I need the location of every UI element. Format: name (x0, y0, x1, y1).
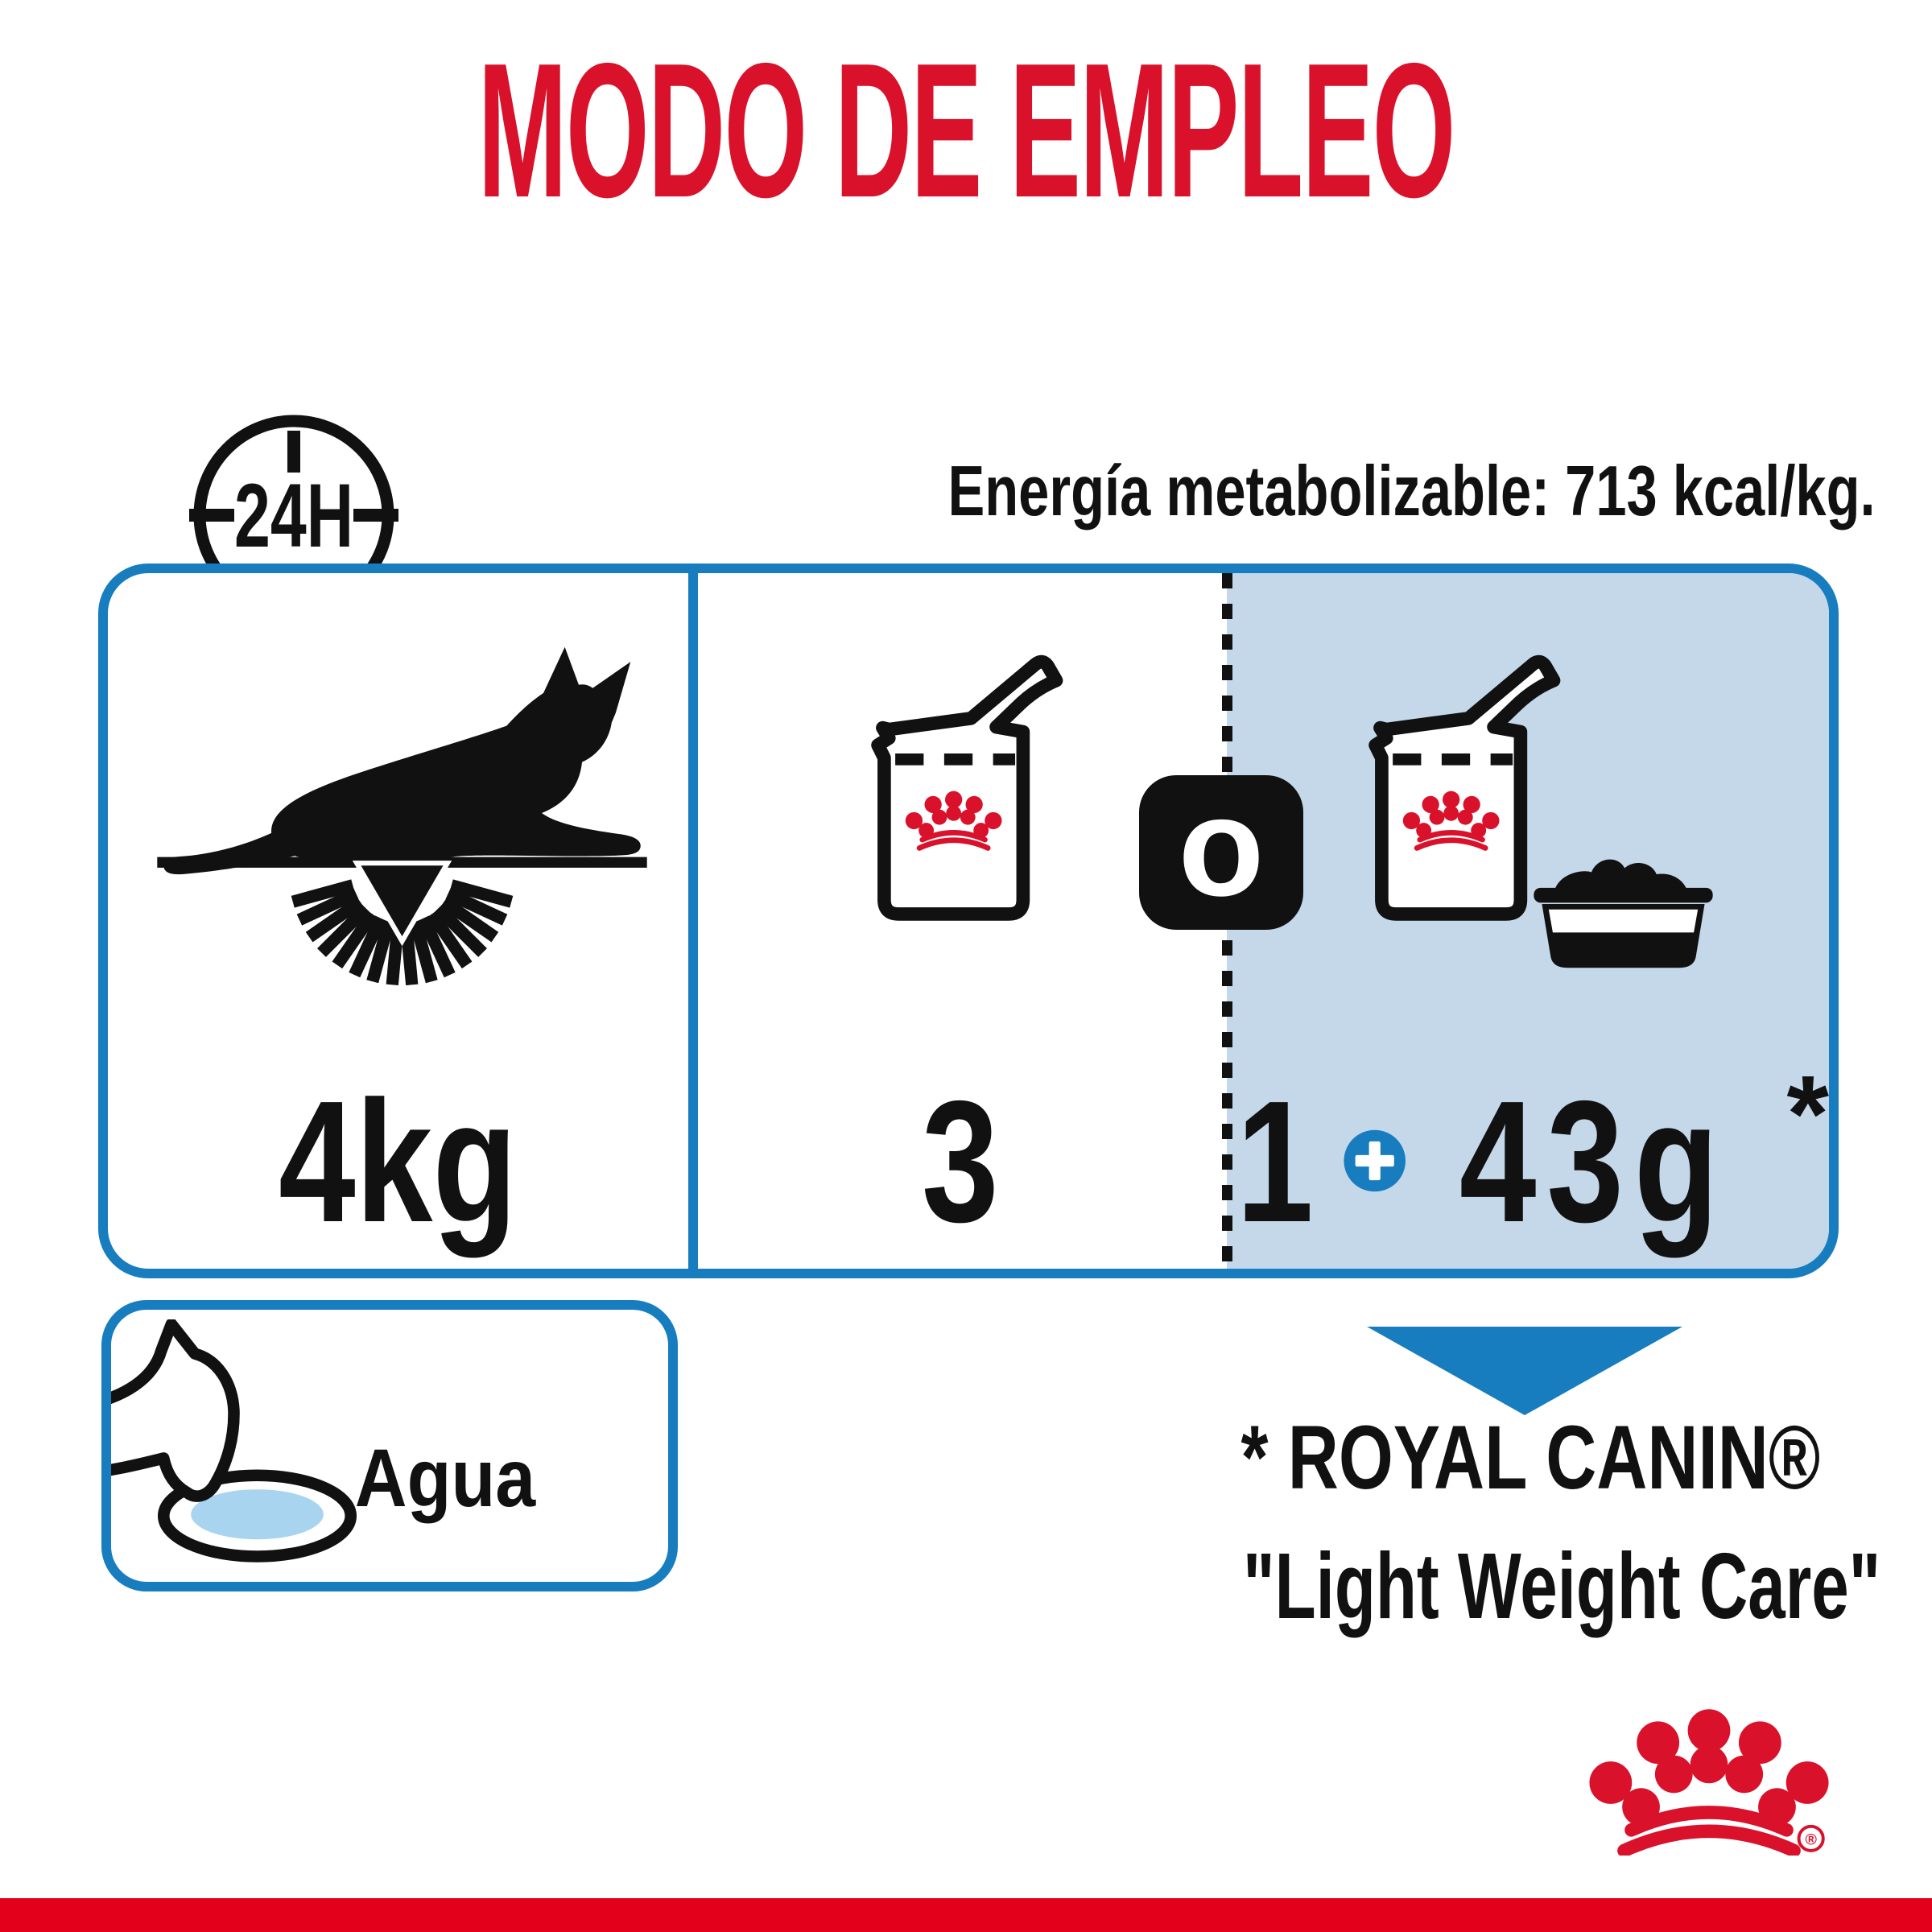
24h-clock-icon: 24H (188, 407, 400, 564)
kibble-amount-value: 43g (1459, 1063, 1729, 1258)
pouch-count-value: 3 (921, 1063, 999, 1258)
page-title: MODO DE EMPLEO (477, 24, 1455, 237)
footnote-line2: "Light Weight Care" (1243, 1534, 1881, 1638)
feeding-table: 4kg 3 1 43g * o (98, 564, 1839, 1278)
plus-icon (1343, 1129, 1406, 1192)
column-divider (688, 573, 698, 1269)
energy-line-wrap: Energía metabolizable: 713 kcal/kg. (817, 456, 1932, 526)
footnote-line2-wrap: "Light Weight Care" (1119, 1539, 1924, 1633)
lying-cat-icon (157, 646, 647, 986)
mixed-cell: 1 43g * (1227, 1059, 1829, 1258)
energy-value: Energía metabolizable: 713 kcal/kg. (947, 451, 1876, 530)
footnote-marker: * (1786, 1053, 1829, 1174)
wet-pouch-icon (852, 654, 1066, 930)
or-badge: o (1139, 775, 1303, 930)
brand-red-bar (0, 1898, 1932, 1932)
wet-only-cell: 3 (698, 1066, 1222, 1256)
footnote-line1: * ROYAL CANIN® (1241, 1407, 1821, 1508)
food-bowl-icon (1534, 859, 1713, 968)
cat-drinking-icon (111, 1319, 357, 1563)
or-badge-label: o (1178, 768, 1265, 926)
clock-face (189, 415, 398, 564)
royal-canin-crown-logo: ® (1587, 1705, 1831, 1856)
cat-weight-value: 4kg (279, 1063, 518, 1258)
clock-label: 24H (234, 465, 353, 564)
water-label: Agua (354, 1432, 536, 1524)
mixed-pouch-count: 1 (1236, 1063, 1314, 1258)
down-arrow-icon (1367, 1327, 1682, 1415)
registered-mark: ® (1805, 1831, 1817, 1848)
footnote-line1-wrap: * ROYAL CANIN® (1159, 1413, 1884, 1503)
page-title-wrap: MODO DE EMPLEO (0, 35, 1932, 227)
water-box: Agua (101, 1300, 678, 1591)
weight-cell: 4kg (108, 1066, 688, 1256)
